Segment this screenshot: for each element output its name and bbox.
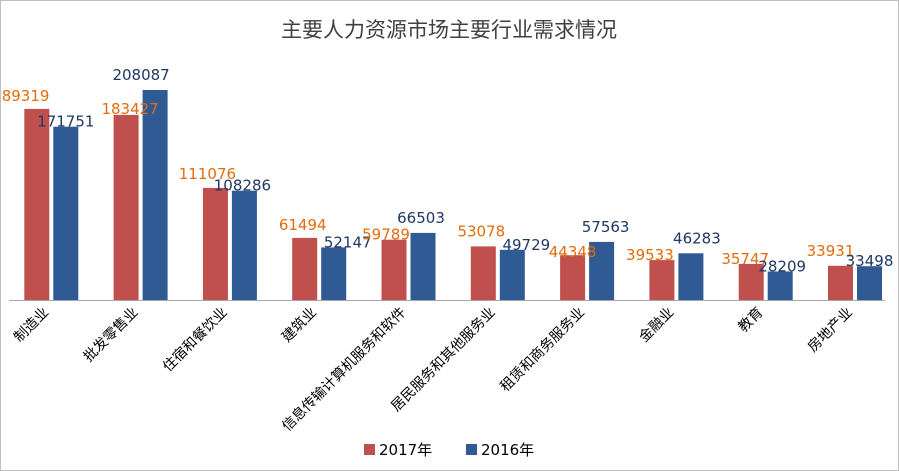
value-label-2016-2: 108286: [214, 177, 271, 195]
category-labels-layer: 制造业 批发零售业 住宿和餐饮业 建筑业信息传输计算机服务和软件居民服务和其他服务业租…: [11, 304, 856, 435]
bar-2016-4: [410, 232, 436, 300]
category-label-8: 教育: [735, 305, 766, 336]
legend-swatch-2016: [466, 444, 477, 455]
bar-2016-0: [53, 126, 79, 300]
value-label-2016-6: 57563: [582, 218, 630, 236]
value-label-2017-5: 53078: [457, 222, 505, 240]
value-label-2017-8: 35747: [721, 250, 769, 268]
category-label-5: 居民服务和其他服务业: [388, 305, 498, 415]
value-label-2016-0: 171751: [37, 113, 94, 131]
bar-2017-9: [828, 265, 853, 300]
bar-2017-6: [560, 255, 586, 300]
legend-label-2017: 2017年: [379, 441, 432, 459]
value-label-2017-9: 33931: [807, 242, 855, 260]
bar-2016-2: [231, 190, 257, 300]
legend: 2017年 2016年: [364, 441, 534, 459]
bar-2017-2: [202, 187, 228, 300]
category-label-9: 房地产业: [805, 305, 856, 356]
bar-2016-5: [499, 249, 525, 300]
value-label-2016-1: 208087: [112, 66, 169, 84]
bar-2017-3: [292, 237, 318, 300]
value-label-2017-7: 39533: [626, 246, 674, 264]
category-label-1: 批发零售业: [81, 305, 142, 366]
value-label-2017-6: 44348: [549, 243, 597, 261]
value-label-2016-4: 66503: [397, 209, 445, 227]
bar-2016-8: [767, 271, 793, 300]
bar-2017-1: [113, 114, 139, 301]
bar-2017-8: [738, 263, 764, 300]
bar-2017-4: [381, 239, 407, 300]
category-label-0: 制造业: [11, 305, 52, 346]
value-label-2016-5: 49729: [502, 236, 550, 254]
category-label-2: 住宿和餐饮业: [159, 304, 230, 375]
value-label-2017-2: 111076: [179, 165, 236, 183]
value-label-2017-3: 61494: [279, 216, 327, 234]
value-label-2017-4: 59789: [362, 226, 410, 244]
bar-2016-3: [321, 247, 347, 300]
bar-2016-7: [678, 253, 704, 300]
category-label-6: 租赁和商务服务业: [497, 305, 588, 396]
value-label-2016-7: 46283: [673, 229, 721, 247]
value-label-2016-9: 33498: [846, 252, 894, 270]
bar-2016-1: [142, 90, 168, 300]
category-label-7: 金融业: [636, 305, 677, 346]
value-label-2017-0: 189319: [1, 87, 49, 105]
bar-2016-6: [589, 241, 615, 300]
bar-2017-0: [24, 108, 50, 301]
category-label-3: 建筑业: [279, 305, 320, 346]
value-label-2017-1: 183427: [101, 100, 158, 118]
bar-2016-9: [857, 266, 882, 300]
bar-2017-7: [649, 260, 675, 300]
bars-layer: [24, 90, 882, 301]
legend-swatch-2017: [364, 444, 375, 455]
value-label-2016-3: 52147: [324, 233, 372, 251]
bar-2017-5: [470, 246, 496, 300]
chart-title: 主要人力资源市场主要行业需求情况: [281, 18, 617, 42]
value-label-2016-8: 28209: [758, 258, 806, 276]
legend-label-2016: 2016年: [481, 441, 534, 459]
